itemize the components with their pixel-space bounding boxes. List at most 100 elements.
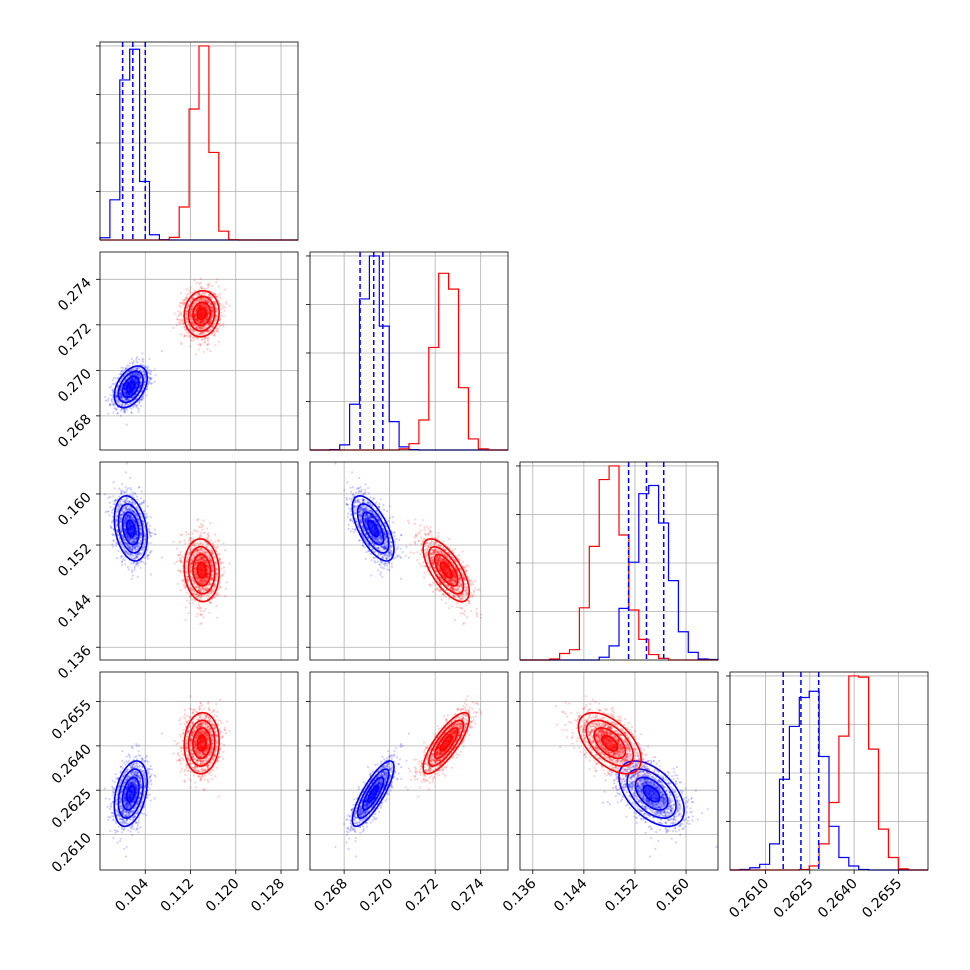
sample-point [127,487,130,490]
sample-point [137,375,140,378]
sample-point [113,487,116,490]
sample-point [134,373,137,377]
sample-point [125,382,128,385]
sample-point [125,490,128,493]
sample-point [146,557,149,560]
sample-point [217,285,220,288]
sample-point [103,395,107,399]
sample-point [207,286,210,289]
sample-point [198,344,201,347]
sample-point [134,379,137,382]
sample-point [139,497,142,500]
panel-0-0 [96,42,298,241]
sample-point [148,381,151,385]
sample-point [121,397,124,400]
sample-point [125,397,128,401]
sample-point [141,357,144,360]
sample-point [118,392,122,395]
sample-point [123,387,126,391]
sample-point [118,487,121,490]
sample-point [137,366,140,369]
sample-point [160,349,163,353]
panel-frame [99,41,299,241]
sample-point [135,357,138,361]
sample-point [119,390,122,393]
sample-point [222,561,225,564]
sample-point [126,397,130,401]
sample-point [195,308,198,311]
sample-point [218,302,221,306]
panel-2-0 [96,462,298,660]
sample-point [123,397,126,401]
sample-point [117,550,120,553]
sample-point [139,378,142,381]
sample-point [216,616,219,619]
sample-point [118,392,121,395]
sample-point [134,371,137,374]
sample-point [144,373,147,377]
sample-point [141,358,144,362]
sample-point [135,384,138,387]
sample-point [121,398,124,401]
sample-point [210,284,214,287]
sample-point [137,373,140,376]
sample-point [153,528,156,531]
sample-point [190,308,193,311]
sample-point [108,403,111,406]
sample-point [124,403,127,406]
sample-point [124,391,127,395]
sample-point [121,483,124,486]
sample-point [199,609,202,612]
sample-point [216,327,219,330]
sample-point [147,371,150,374]
sample-point [117,377,120,380]
sample-point [121,396,124,399]
sample-point [120,554,123,558]
sample-point [193,279,196,282]
sample-point [131,362,134,365]
sample-point [207,336,210,340]
sample-point [140,398,144,402]
sample-point [130,407,133,410]
sample-point [220,314,223,317]
sample-point [191,336,194,339]
sample-point [115,394,119,397]
sample-point [186,293,189,296]
sample-point [115,556,119,560]
sample-point [125,398,128,401]
sample-point [124,563,127,566]
sample-point [144,374,147,378]
sample-point [180,533,183,536]
sample-point [109,394,112,397]
sample-point [135,381,138,385]
sample-point [128,379,131,382]
sample-point [181,561,184,564]
sample-point [190,315,193,318]
sample-point [194,353,198,356]
sample-point [119,414,123,417]
sample-point [111,393,114,397]
sample-point [124,402,128,406]
sample-point [127,568,130,571]
sample-point [139,383,142,386]
sample-point [131,377,134,380]
sample-point [199,277,202,280]
sample-point [123,411,126,414]
sample-point [205,318,208,321]
sample-point [177,315,180,318]
sample-point [123,388,126,391]
sample-point [188,335,191,338]
histogram-red [520,465,718,661]
sample-point [149,573,153,576]
sample-point [120,385,123,388]
sample-point [139,375,143,378]
sample-point [223,288,227,291]
density-1-0 [103,277,231,426]
sample-point [123,380,126,383]
sample-point [142,396,145,400]
sample-point [199,607,203,610]
sample-point [131,396,134,399]
sample-point [143,377,146,380]
sample-point [116,388,119,391]
sample-point [126,364,129,367]
